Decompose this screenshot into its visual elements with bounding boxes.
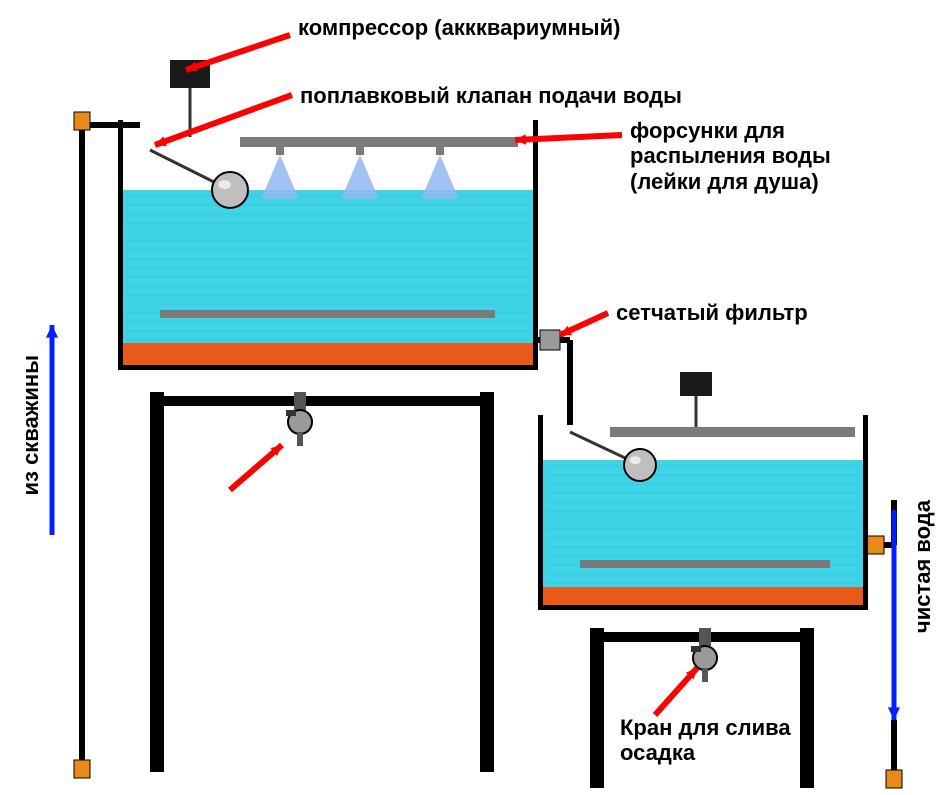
tank-upper-inner-bar	[160, 310, 495, 318]
tank-upper-float	[212, 172, 248, 208]
label-clean_water: чистая вода	[910, 500, 936, 633]
label-nozzles: форсунки для распыления воды (лейки для …	[630, 118, 831, 194]
tank-upper-sediment	[123, 343, 533, 365]
tank-lower-sediment	[543, 587, 863, 605]
fitting-well-bottom	[74, 760, 90, 778]
tank-lower-spray-bar	[610, 427, 855, 437]
arrow-from-well-head	[46, 325, 58, 338]
label-drain_valve: Кран для слива осадка	[620, 715, 791, 766]
arrow-clean-water-head	[888, 707, 900, 720]
label-float_valve: поплавковый клапан подачи воды	[300, 83, 682, 108]
tank-upper-spray-1	[341, 155, 379, 199]
diagram-stage: компрессор (аккквариумный) поплавковый кл…	[0, 0, 950, 795]
tank-lower-inner-bar	[580, 560, 830, 568]
tank-upper-spray-2	[421, 155, 459, 199]
label-mesh_filter: сетчатый фильтр	[616, 300, 808, 325]
tank-upper-water	[123, 190, 533, 343]
arrow-nozzles	[515, 135, 622, 140]
arrow-compressor	[186, 35, 290, 70]
fitting-tank2-out	[866, 536, 884, 554]
tank-lower-float	[624, 449, 656, 481]
tank-upper	[118, 60, 538, 772]
tank-lower-compressor	[680, 372, 712, 396]
fitting-tank1-out	[540, 330, 560, 350]
label-compressor: компрессор (аккквариумный)	[298, 15, 620, 40]
tank-upper-spray-bar	[240, 137, 518, 147]
fitting-clean-bottom	[886, 770, 902, 788]
label-from_well: из скважины	[18, 355, 44, 496]
tank-upper-spray-0	[261, 155, 299, 199]
fitting-well-top	[74, 112, 90, 130]
